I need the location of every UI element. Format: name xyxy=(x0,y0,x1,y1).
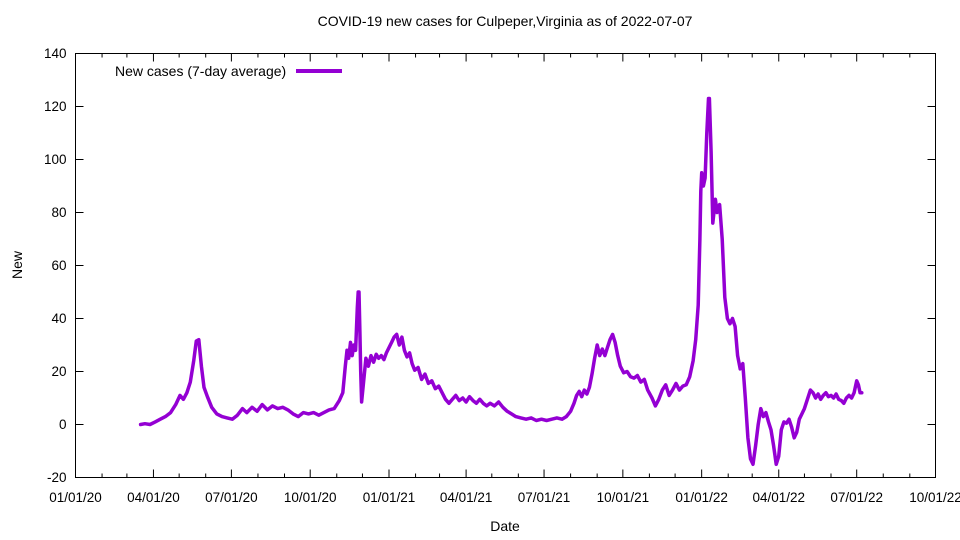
x-tick-label: 07/01/20 xyxy=(205,490,258,505)
x-tick-label: 04/01/21 xyxy=(440,490,493,505)
y-tick-label: -20 xyxy=(47,470,67,485)
y-tick-label: 20 xyxy=(51,364,66,379)
y-tick-label: 40 xyxy=(51,311,66,326)
x-tick-label: 10/01/20 xyxy=(284,490,337,505)
y-tick-label: 120 xyxy=(44,99,67,114)
x-tick-label: 01/01/22 xyxy=(675,490,728,505)
x-tick-label: 07/01/21 xyxy=(518,490,571,505)
legend-line-sample xyxy=(296,69,343,73)
x-axis-label: Date xyxy=(490,518,520,534)
y-tick-label: 0 xyxy=(59,417,67,432)
plot-border xyxy=(75,53,936,478)
y-tick-label: 60 xyxy=(51,258,66,273)
x-tick-label: 01/01/20 xyxy=(49,490,102,505)
x-tick-label: 10/01/22 xyxy=(909,490,960,505)
x-tick-label: 07/01/22 xyxy=(830,490,883,505)
x-tick-label: 10/01/21 xyxy=(597,490,650,505)
x-tick-label: 01/01/21 xyxy=(363,490,416,505)
legend: New cases (7-day average) xyxy=(115,63,343,79)
y-tick-label: 80 xyxy=(51,205,66,220)
legend-label: New cases (7-day average) xyxy=(115,63,287,79)
y-tick-label: 140 xyxy=(44,46,67,61)
y-tick-label: 100 xyxy=(44,152,67,167)
x-tick-label: 04/01/20 xyxy=(127,490,180,505)
data-line xyxy=(138,96,864,467)
chart-title: COVID-19 new cases for Culpeper,Virginia… xyxy=(317,13,693,29)
x-tick-label: 04/01/22 xyxy=(752,490,805,505)
